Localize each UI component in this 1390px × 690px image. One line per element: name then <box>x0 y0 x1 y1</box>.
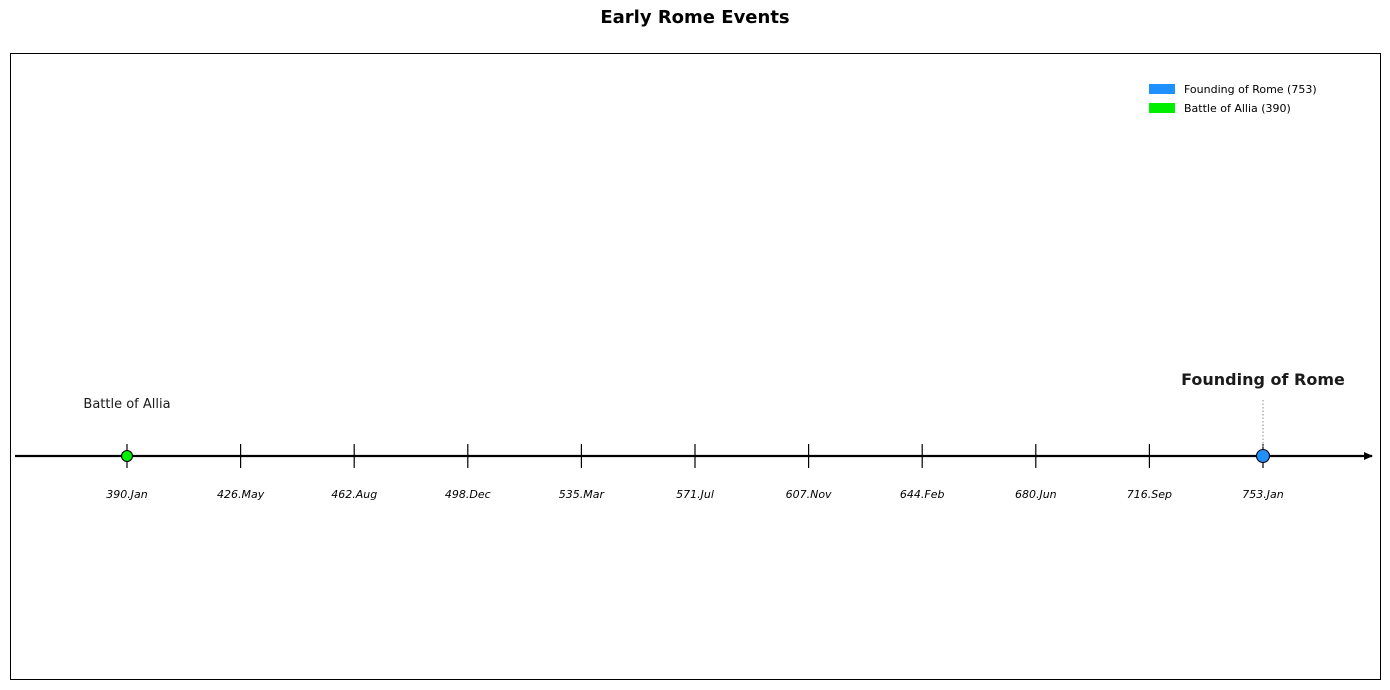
legend-swatch <box>1149 84 1175 94</box>
event-label: Battle of Allia <box>83 397 170 412</box>
tick-label: 426.May <box>217 488 265 501</box>
event-label: Founding of Rome <box>1181 370 1345 389</box>
event-marker <box>1255 448 1271 464</box>
legend-swatch <box>1149 103 1175 113</box>
events-layer: Battle of Allia Founding of Rome <box>83 370 1345 464</box>
event-marker <box>120 449 134 463</box>
tick-label: 462.Aug <box>331 488 377 501</box>
tick-label: 535.Mar <box>559 488 606 501</box>
ticks-layer: 390.Jan 426.May 462.Aug 498.Dec 535.Mar 571.J… <box>106 444 1284 501</box>
tick-label: 680.Jun <box>1015 488 1057 501</box>
tick-label: 498.Dec <box>445 488 491 501</box>
tick-label: 607.Nov <box>786 488 832 501</box>
tick-label: 571.Jul <box>676 488 714 501</box>
legend-label: Battle of Allia (390) <box>1184 102 1291 115</box>
tick-label: 753.Jan <box>1242 488 1283 501</box>
chart-title: Early Rome Events <box>600 7 790 28</box>
legend: Founding of Rome (753) Battle of Allia (3… <box>1149 83 1317 115</box>
legend-label: Founding of Rome (753) <box>1184 83 1317 96</box>
plot-frame <box>10 53 1381 680</box>
tick-label: 644.Feb <box>900 488 945 501</box>
tick-label: 390.Jan <box>106 488 147 501</box>
tick-label: 716.Sep <box>1127 488 1172 501</box>
